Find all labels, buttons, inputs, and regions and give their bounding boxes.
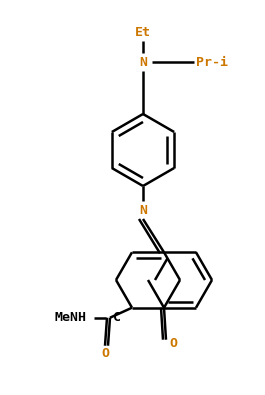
Text: N: N: [139, 56, 147, 68]
Text: N: N: [139, 203, 147, 216]
Text: Et: Et: [135, 26, 151, 38]
Text: O: O: [101, 347, 109, 360]
Text: MeNH: MeNH: [54, 311, 86, 324]
Text: O: O: [169, 337, 177, 350]
Text: C: C: [113, 311, 121, 324]
Text: Pr-i: Pr-i: [196, 56, 228, 68]
